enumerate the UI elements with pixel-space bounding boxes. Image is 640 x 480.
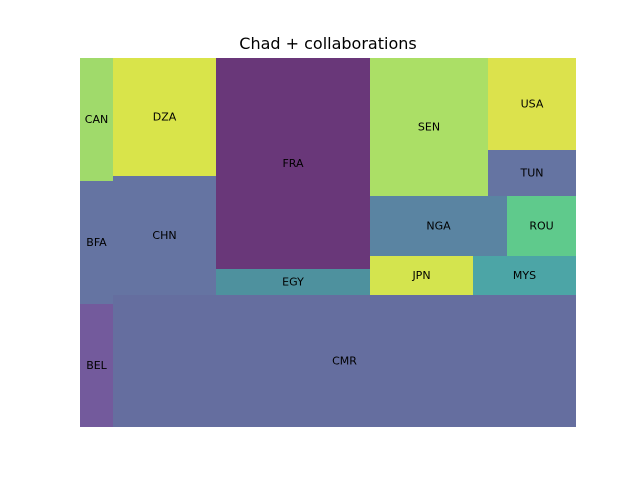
treemap-cell-dza <box>113 58 216 176</box>
treemap-label-can: CAN <box>85 113 108 126</box>
treemap-label-nga: NGA <box>426 220 451 233</box>
treemap-cell-can <box>80 58 113 181</box>
treemap-cell-egy <box>216 269 370 295</box>
treemap-label-chn: CHN <box>152 229 176 242</box>
treemap-label-rou: ROU <box>529 220 553 233</box>
treemap-cell-bel <box>80 304 113 427</box>
treemap-cell-cmr <box>113 295 576 427</box>
treemap-cells: CAN BFA BEL DZA CHN FRA EGY CMR SEN USA TUN NGA ROU J… <box>80 58 576 427</box>
treemap-label-usa: USA <box>521 98 544 111</box>
treemap-cell-mys <box>473 256 576 295</box>
chart-title: Chad + collaborations <box>239 34 416 53</box>
treemap-cell-sen <box>370 58 488 196</box>
treemap-cell-fra <box>216 58 370 269</box>
treemap-label-cmr: CMR <box>332 355 357 368</box>
treemap-label-tun: TUN <box>520 167 544 180</box>
treemap-cell-chn <box>113 176 216 295</box>
treemap-cell-tun <box>488 150 576 196</box>
treemap-label-mys: MYS <box>513 269 536 282</box>
treemap-label-dza: DZA <box>153 111 177 124</box>
treemap-cell-bfa <box>80 181 113 304</box>
treemap-cell-rou <box>507 196 576 256</box>
treemap-label-bfa: BFA <box>86 236 107 249</box>
treemap-cell-jpn <box>370 256 473 295</box>
treemap-label-egy: EGY <box>282 276 304 289</box>
treemap-label-bel: BEL <box>86 359 107 372</box>
treemap-label-sen: SEN <box>418 121 440 134</box>
treemap-label-jpn: JPN <box>411 269 430 282</box>
treemap-cell-usa <box>488 58 576 150</box>
treemap-cell-nga <box>370 196 507 256</box>
treemap-label-fra: FRA <box>282 157 304 170</box>
